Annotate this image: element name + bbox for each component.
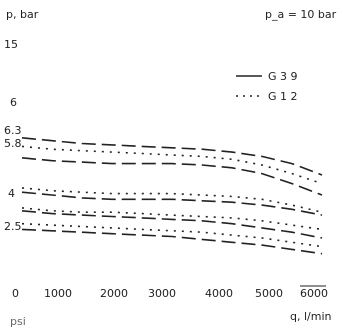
x-tick-label: 3000	[148, 287, 176, 300]
x-axis-label: q, l/min	[290, 310, 332, 323]
series-line-5	[21, 191, 323, 216]
y-tick-label: 5.8	[4, 137, 22, 150]
legend-label-1: G 3 9	[268, 70, 298, 83]
series-line-2	[21, 145, 323, 185]
x-ticks: 0 1000 2000 3000 4000 5000 6000	[12, 285, 328, 300]
x-tick-label: 5000	[255, 287, 283, 300]
series-line-7	[21, 210, 323, 239]
x-tick-label: 0	[12, 287, 19, 300]
pressure-note: p_a = 10 bar	[265, 8, 337, 21]
y-axis-top-tick: 15	[4, 38, 18, 51]
x-tick-label: 1000	[44, 287, 72, 300]
y-axis-unit-secondary: psi	[10, 315, 26, 328]
x-tick-label: 6000	[300, 287, 328, 300]
series-line-1	[21, 137, 323, 176]
series-layer	[21, 137, 323, 255]
x-tick-label: 2000	[100, 287, 128, 300]
y-tick-label: 6	[10, 96, 17, 109]
y-tick-label: 2.5	[4, 220, 22, 233]
y-tick-label: 6.3	[4, 124, 22, 137]
y-tick-label: 4	[8, 187, 15, 200]
legend: G 3 9 G 1 2	[236, 70, 298, 103]
y-axis-label: p, bar	[6, 8, 39, 21]
y-ticks: 6 6.3 5.8 4 2.5	[4, 96, 22, 233]
series-line-8	[21, 222, 323, 248]
legend-label-2: G 1 2	[268, 90, 298, 103]
series-line-9	[21, 228, 323, 255]
x-tick-label: 4000	[205, 287, 233, 300]
series-line-3	[21, 157, 323, 196]
